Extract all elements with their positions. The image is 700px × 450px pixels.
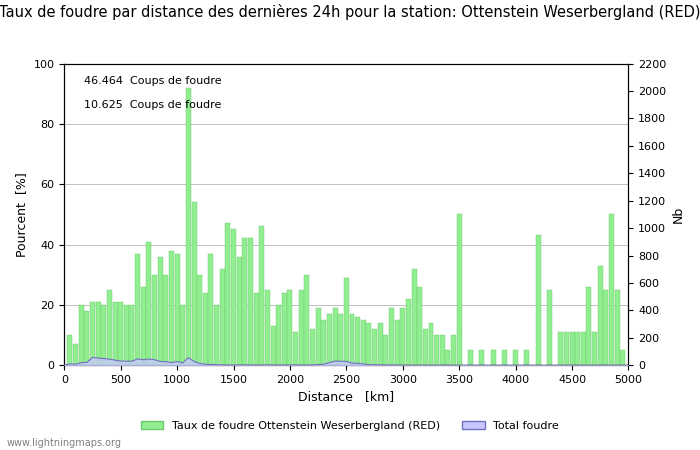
Bar [417,287,422,365]
Bar [367,323,372,365]
Bar [559,332,564,365]
Bar [456,214,462,365]
X-axis label: Distance   [km]: Distance [km] [298,391,394,404]
Bar [513,350,518,365]
Bar [163,274,168,365]
Bar [547,290,552,365]
Bar [360,320,366,365]
Bar [102,305,106,365]
Bar [378,323,383,365]
Bar [169,251,174,365]
Bar [581,332,586,365]
Bar [270,326,276,365]
Bar [406,299,411,365]
Bar [141,287,146,365]
Bar [73,344,78,365]
Bar [158,256,162,365]
Bar [502,350,507,365]
Bar [203,293,208,365]
Bar [78,305,84,365]
Bar [265,290,270,365]
Bar [192,202,197,365]
Bar [135,254,140,365]
Text: 46.464  Coups de foudre: 46.464 Coups de foudre [84,76,222,86]
Bar [524,350,529,365]
Bar [620,350,625,365]
Bar [276,305,281,365]
Bar [564,332,569,365]
Bar [214,305,219,365]
Bar [299,290,304,365]
Bar [186,88,191,365]
Bar [293,332,298,365]
Bar [434,335,439,365]
Bar [536,235,540,365]
Bar [587,287,592,365]
Bar [598,266,603,365]
Bar [282,293,287,365]
Bar [338,314,343,365]
Bar [304,274,309,365]
Bar [310,329,315,365]
Bar [592,332,597,365]
Bar [412,269,416,365]
Bar [355,317,360,365]
Bar [615,290,620,365]
Bar [209,254,214,365]
Bar [90,302,95,365]
Bar [451,335,456,365]
Bar [440,335,444,365]
Y-axis label: Nb: Nb [672,206,685,223]
Bar [146,242,151,365]
Bar [609,214,614,365]
Bar [181,305,186,365]
Bar [225,223,230,365]
Bar [85,311,90,365]
Text: www.lightningmaps.org: www.lightningmaps.org [7,438,122,448]
Bar [124,305,129,365]
Text: Taux de foudre par distance des dernières 24h pour la station: Ottenstein Weserb: Taux de foudre par distance des dernière… [0,4,700,21]
Bar [96,302,101,365]
Bar [113,302,118,365]
Bar [570,332,575,365]
Bar [288,290,293,365]
Bar [67,335,72,365]
Bar [344,278,349,365]
Bar [197,274,202,365]
Bar [174,254,180,365]
Bar [389,308,394,365]
Bar [445,350,450,365]
Bar [259,226,264,365]
Bar [603,290,608,365]
Bar [384,335,388,365]
Bar [130,305,134,365]
Bar [575,332,580,365]
Bar [372,329,377,365]
Bar [491,350,496,365]
Bar [316,308,321,365]
Bar [242,238,247,365]
Bar [237,256,242,365]
Bar [349,314,354,365]
Bar [395,320,400,365]
Bar [423,329,428,365]
Bar [118,302,123,365]
Bar [400,308,405,365]
Bar [480,350,484,365]
Bar [327,314,332,365]
Bar [428,323,433,365]
Bar [107,290,112,365]
Bar [321,320,326,365]
Legend: Taux de foudre Ottenstein Weserbergland (RED), Total foudre: Taux de foudre Ottenstein Weserbergland … [136,417,564,436]
Bar [220,269,225,365]
Bar [231,230,236,365]
Bar [253,293,258,365]
Bar [468,350,473,365]
Bar [332,308,337,365]
Bar [248,238,253,365]
Text: 10.625  Coups de foudre: 10.625 Coups de foudre [84,100,221,110]
Y-axis label: Pourcent  [%]: Pourcent [%] [15,172,28,257]
Bar [152,274,157,365]
